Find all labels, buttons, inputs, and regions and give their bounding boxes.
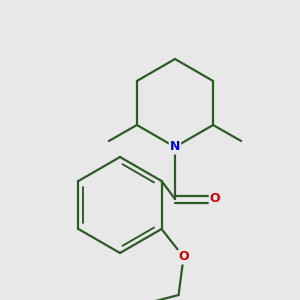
- Text: O: O: [178, 250, 189, 263]
- Text: O: O: [210, 193, 220, 206]
- Text: N: N: [170, 140, 180, 154]
